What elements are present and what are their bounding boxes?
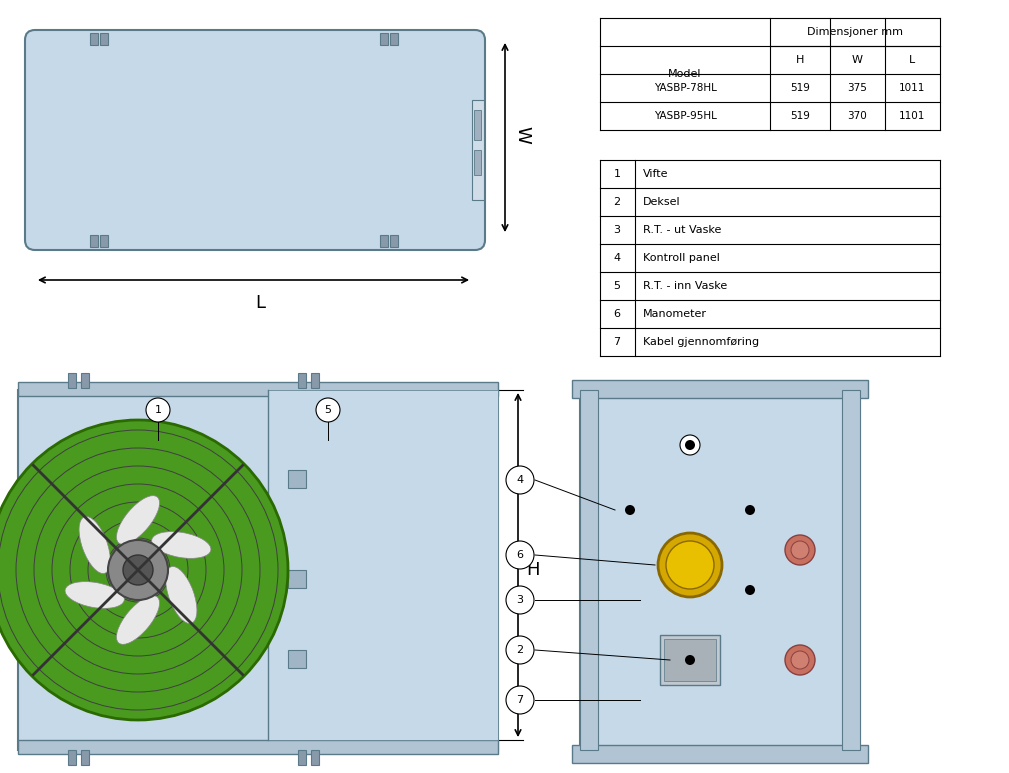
Text: YASBP-78HL: YASBP-78HL <box>654 83 716 93</box>
Text: 375: 375 <box>848 83 867 93</box>
Ellipse shape <box>116 495 159 544</box>
Text: 7: 7 <box>517 695 524 705</box>
Bar <box>311 373 319 388</box>
Bar <box>311 750 319 765</box>
Circle shape <box>123 555 153 585</box>
Circle shape <box>745 585 755 595</box>
Bar <box>18 740 498 754</box>
Bar <box>100 235 108 247</box>
FancyBboxPatch shape <box>25 30 485 250</box>
Text: 1101: 1101 <box>899 111 925 121</box>
Circle shape <box>108 540 169 600</box>
Circle shape <box>506 636 534 664</box>
Bar <box>380 235 388 247</box>
Bar <box>472 100 484 200</box>
Text: H: H <box>796 55 804 65</box>
Bar <box>664 639 716 681</box>
Circle shape <box>680 435 700 455</box>
Text: 5: 5 <box>325 405 332 415</box>
Text: 519: 519 <box>790 83 810 93</box>
Bar <box>580 390 860 750</box>
Bar <box>90 33 98 45</box>
Text: 1: 1 <box>154 405 161 415</box>
Text: L: L <box>255 294 265 312</box>
Bar <box>298 373 306 388</box>
Bar <box>100 33 108 45</box>
Ellipse shape <box>165 567 197 624</box>
Text: 5: 5 <box>613 281 621 291</box>
Text: 3: 3 <box>613 225 621 235</box>
Bar <box>81 750 89 765</box>
Text: Kabel gjennomføring: Kabel gjennomføring <box>643 337 759 347</box>
Text: R.T. - inn Vaske: R.T. - inn Vaske <box>643 281 727 291</box>
Circle shape <box>506 586 534 614</box>
Text: 2: 2 <box>613 197 621 207</box>
Text: Dimensjoner mm: Dimensjoner mm <box>807 27 903 37</box>
Text: 4: 4 <box>517 475 524 485</box>
Text: 370: 370 <box>848 111 867 121</box>
Bar <box>90 235 98 247</box>
Text: 1011: 1011 <box>899 83 925 93</box>
Ellipse shape <box>151 532 211 558</box>
Bar <box>390 235 398 247</box>
Text: 519: 519 <box>790 111 810 121</box>
Text: 7: 7 <box>613 337 621 347</box>
Text: 6: 6 <box>613 309 621 319</box>
Text: Kontroll panel: Kontroll panel <box>643 253 719 263</box>
Text: 1: 1 <box>613 169 621 179</box>
Bar <box>580 390 598 750</box>
Circle shape <box>791 651 809 669</box>
Circle shape <box>785 645 815 675</box>
Bar <box>18 390 498 750</box>
Circle shape <box>316 398 340 422</box>
Text: Manometer: Manometer <box>643 309 707 319</box>
Text: Deksel: Deksel <box>643 197 681 207</box>
Circle shape <box>745 505 755 515</box>
Bar <box>288 570 306 588</box>
Ellipse shape <box>65 581 124 608</box>
Text: H: H <box>526 561 540 579</box>
Circle shape <box>0 420 288 720</box>
Circle shape <box>506 686 534 714</box>
Bar <box>572 380 868 398</box>
Text: 6: 6 <box>517 550 524 560</box>
Circle shape <box>791 541 809 559</box>
Circle shape <box>666 541 714 589</box>
Text: Vifte: Vifte <box>643 169 669 179</box>
Bar <box>68 373 76 388</box>
Bar <box>288 470 306 488</box>
Circle shape <box>658 533 722 597</box>
Circle shape <box>685 655 695 665</box>
Bar <box>660 635 720 685</box>
Bar <box>268 390 498 740</box>
Bar <box>842 390 860 750</box>
Text: 2: 2 <box>517 645 524 655</box>
Text: W: W <box>513 126 531 144</box>
Circle shape <box>625 505 635 515</box>
Bar <box>298 750 306 765</box>
Ellipse shape <box>116 596 159 645</box>
Circle shape <box>146 398 170 422</box>
Ellipse shape <box>79 516 110 574</box>
Circle shape <box>506 466 534 494</box>
Text: L: L <box>909 55 915 65</box>
Bar <box>474 150 481 175</box>
Bar <box>68 750 76 765</box>
Text: 3: 3 <box>517 595 524 605</box>
Bar <box>380 33 388 45</box>
Text: W: W <box>852 55 863 65</box>
Circle shape <box>785 535 815 565</box>
Circle shape <box>685 440 695 450</box>
Text: R.T. - ut Vaske: R.T. - ut Vaske <box>643 225 721 235</box>
Text: Model: Model <box>668 69 701 79</box>
Bar <box>288 650 306 668</box>
Bar <box>474 110 481 140</box>
Bar <box>18 382 498 396</box>
Text: YASBP-95HL: YASBP-95HL <box>654 111 716 121</box>
Text: 4: 4 <box>613 253 621 263</box>
Bar <box>81 373 89 388</box>
Circle shape <box>506 541 534 569</box>
Bar <box>572 745 868 763</box>
Bar <box>390 33 398 45</box>
